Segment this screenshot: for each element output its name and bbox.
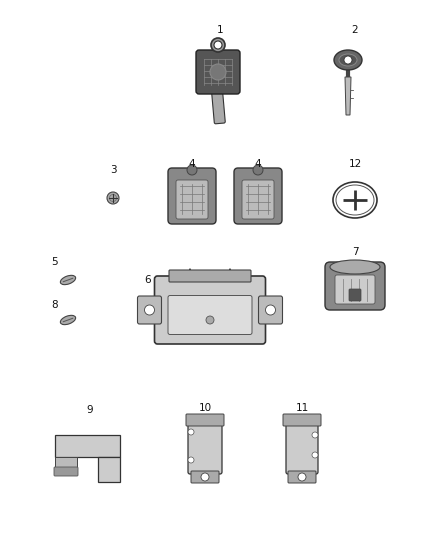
FancyBboxPatch shape [325,262,385,310]
Text: 1: 1 [217,25,223,35]
FancyBboxPatch shape [210,75,225,124]
FancyBboxPatch shape [286,420,318,474]
Text: 3: 3 [110,165,117,175]
FancyBboxPatch shape [55,435,120,457]
FancyBboxPatch shape [98,457,120,482]
Circle shape [210,64,226,80]
Text: 4: 4 [254,159,261,169]
FancyBboxPatch shape [283,414,321,426]
Ellipse shape [60,316,76,325]
FancyBboxPatch shape [169,270,251,282]
Circle shape [110,195,117,201]
Circle shape [187,165,197,175]
FancyBboxPatch shape [155,276,265,344]
Circle shape [312,432,318,438]
Circle shape [206,316,214,324]
Text: 4: 4 [189,159,195,169]
FancyBboxPatch shape [242,180,274,219]
Circle shape [344,56,352,64]
Text: 10: 10 [198,403,212,413]
Circle shape [188,457,194,463]
Circle shape [201,473,209,481]
Ellipse shape [334,50,362,70]
FancyBboxPatch shape [335,275,375,304]
Text: 7: 7 [352,247,358,257]
FancyBboxPatch shape [138,296,162,324]
Text: 11: 11 [295,403,309,413]
Circle shape [253,165,263,175]
Circle shape [211,38,225,52]
FancyBboxPatch shape [349,289,361,301]
Text: 6: 6 [145,275,151,285]
Text: 2: 2 [352,25,358,35]
FancyBboxPatch shape [176,180,208,219]
Circle shape [214,41,222,49]
FancyBboxPatch shape [234,168,282,224]
FancyBboxPatch shape [191,471,219,483]
Polygon shape [345,77,351,115]
FancyBboxPatch shape [186,414,224,426]
Text: 9: 9 [87,405,93,415]
Ellipse shape [339,54,357,66]
FancyBboxPatch shape [288,471,316,483]
FancyBboxPatch shape [55,457,77,469]
FancyBboxPatch shape [196,50,240,94]
Text: 12: 12 [348,159,362,169]
Circle shape [188,429,194,435]
Ellipse shape [336,185,374,215]
FancyBboxPatch shape [168,295,252,335]
Circle shape [145,305,155,315]
Circle shape [107,192,119,204]
Text: 8: 8 [52,300,58,310]
Ellipse shape [330,260,380,274]
FancyBboxPatch shape [188,420,222,474]
Circle shape [312,452,318,458]
Text: 5: 5 [52,257,58,267]
Ellipse shape [333,182,377,218]
FancyBboxPatch shape [168,168,216,224]
FancyBboxPatch shape [258,296,283,324]
Circle shape [298,473,306,481]
Ellipse shape [60,276,76,285]
FancyBboxPatch shape [54,467,78,476]
Circle shape [265,305,276,315]
